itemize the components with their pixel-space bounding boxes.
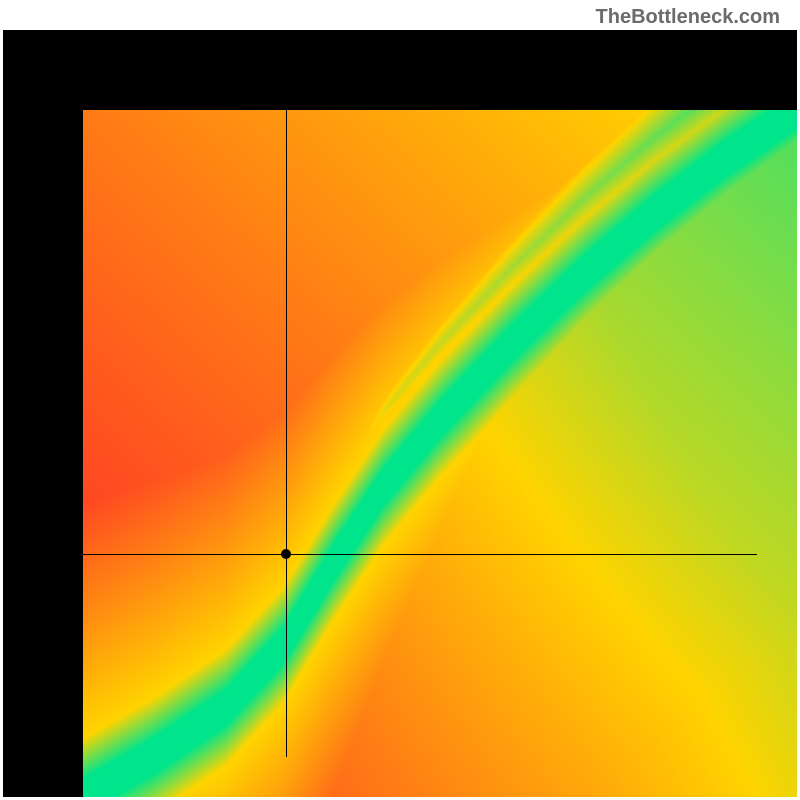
chart-container: TheBottleneck.com	[0, 0, 800, 800]
attribution-text: TheBottleneck.com	[596, 6, 780, 29]
heatmap-wrapper	[43, 70, 757, 757]
bottleneck-heatmap	[83, 110, 797, 797]
chart-frame	[3, 30, 797, 797]
